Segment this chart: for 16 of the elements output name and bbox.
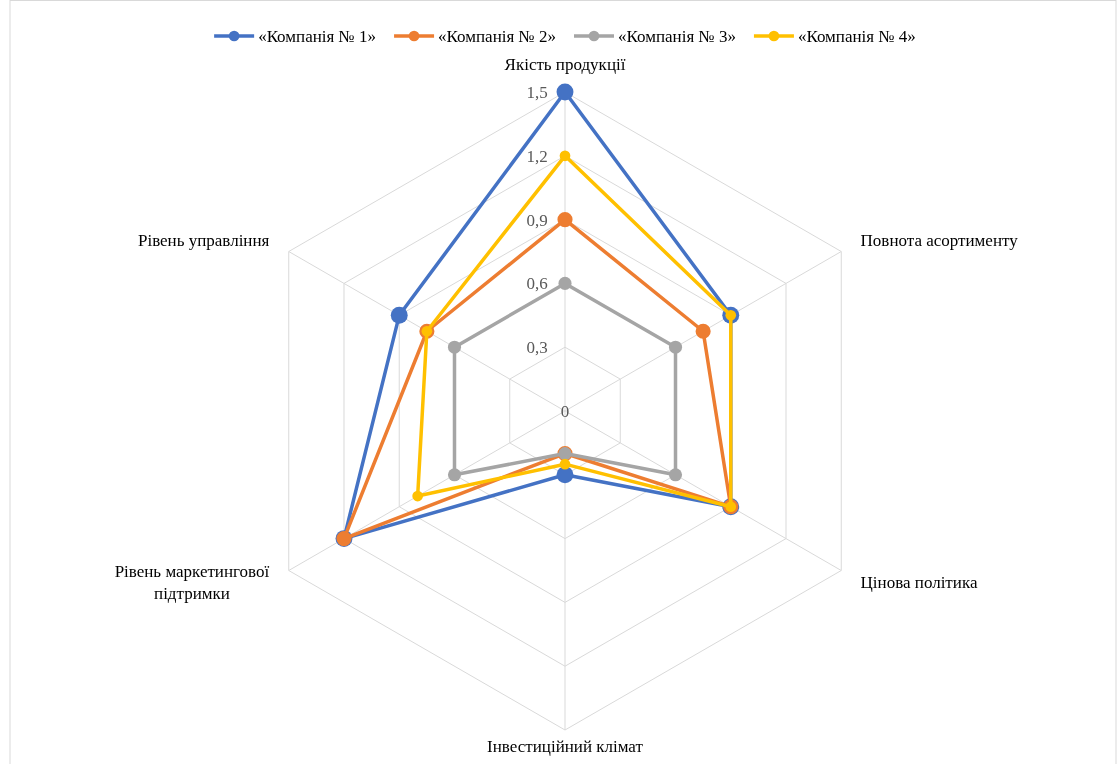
spoke-label: Якість продукції bbox=[504, 54, 626, 74]
y-tick-label: 1,5 bbox=[526, 83, 548, 102]
legend-label: «Компанія № 1» bbox=[258, 27, 377, 46]
spoke-label: Цінова політика bbox=[860, 572, 978, 592]
y-tick-label: 0,3 bbox=[526, 338, 548, 358]
y-tick-label: 0,6 bbox=[526, 274, 548, 294]
y-tick-label: 1,2 bbox=[526, 146, 548, 166]
legend-label: «Компанія № 4» bbox=[797, 27, 916, 46]
y-tick-label: 0 bbox=[560, 402, 570, 421]
y-tick-label: 0,9 bbox=[526, 210, 548, 230]
legend-label: «Компанія № 2» bbox=[438, 27, 556, 46]
spoke-label: Рівень управління bbox=[137, 231, 270, 251]
spoke-label: Інвестиційний клімат bbox=[487, 737, 644, 757]
spoke-label: Повнота асортименту bbox=[860, 231, 1019, 251]
legend-label: «Компанія № 3» bbox=[618, 27, 736, 46]
spoke-label: Рівень маркетингової підтримки bbox=[114, 561, 270, 603]
